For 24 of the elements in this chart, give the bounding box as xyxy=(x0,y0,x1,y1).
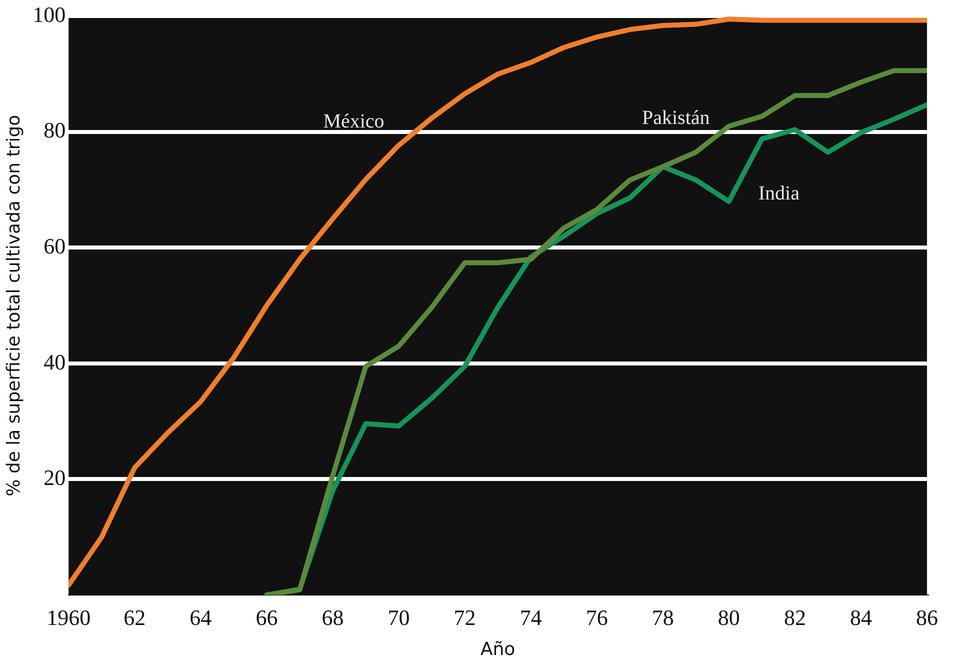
series-label: México xyxy=(323,110,384,132)
y-axis-title: % de la superficie total cultivada con trigo xyxy=(3,114,24,496)
x-tick-label: 62 xyxy=(124,604,146,630)
x-axis-title: Año xyxy=(480,638,516,660)
y-tick-label: 20 xyxy=(44,465,66,490)
x-tick-label: 82 xyxy=(784,604,806,630)
x-tick-label: 72 xyxy=(454,604,476,630)
y-tick-label: 60 xyxy=(44,234,66,258)
x-tick-label: 68 xyxy=(322,604,344,630)
x-tick-label: 70 xyxy=(388,604,410,630)
x-tick-label: 66 xyxy=(256,604,278,630)
x-tick-label: 78 xyxy=(652,604,674,630)
x-tick-label: 74 xyxy=(520,604,542,630)
x-tick-label: 80 xyxy=(718,604,740,630)
x-tick-label: 1960 xyxy=(46,604,91,630)
x-tick-label: 84 xyxy=(850,604,872,630)
y-tick-label: 100 xyxy=(32,2,66,27)
y-tick-label: 40 xyxy=(44,349,66,374)
y-tick-label: 80 xyxy=(44,118,66,143)
series-label: Pakistán xyxy=(642,107,710,130)
x-tick-label: 76 xyxy=(586,604,608,630)
series-label: India xyxy=(758,182,800,204)
x-tick-label: 64 xyxy=(190,604,212,630)
x-tick-label: 86 xyxy=(916,604,938,630)
